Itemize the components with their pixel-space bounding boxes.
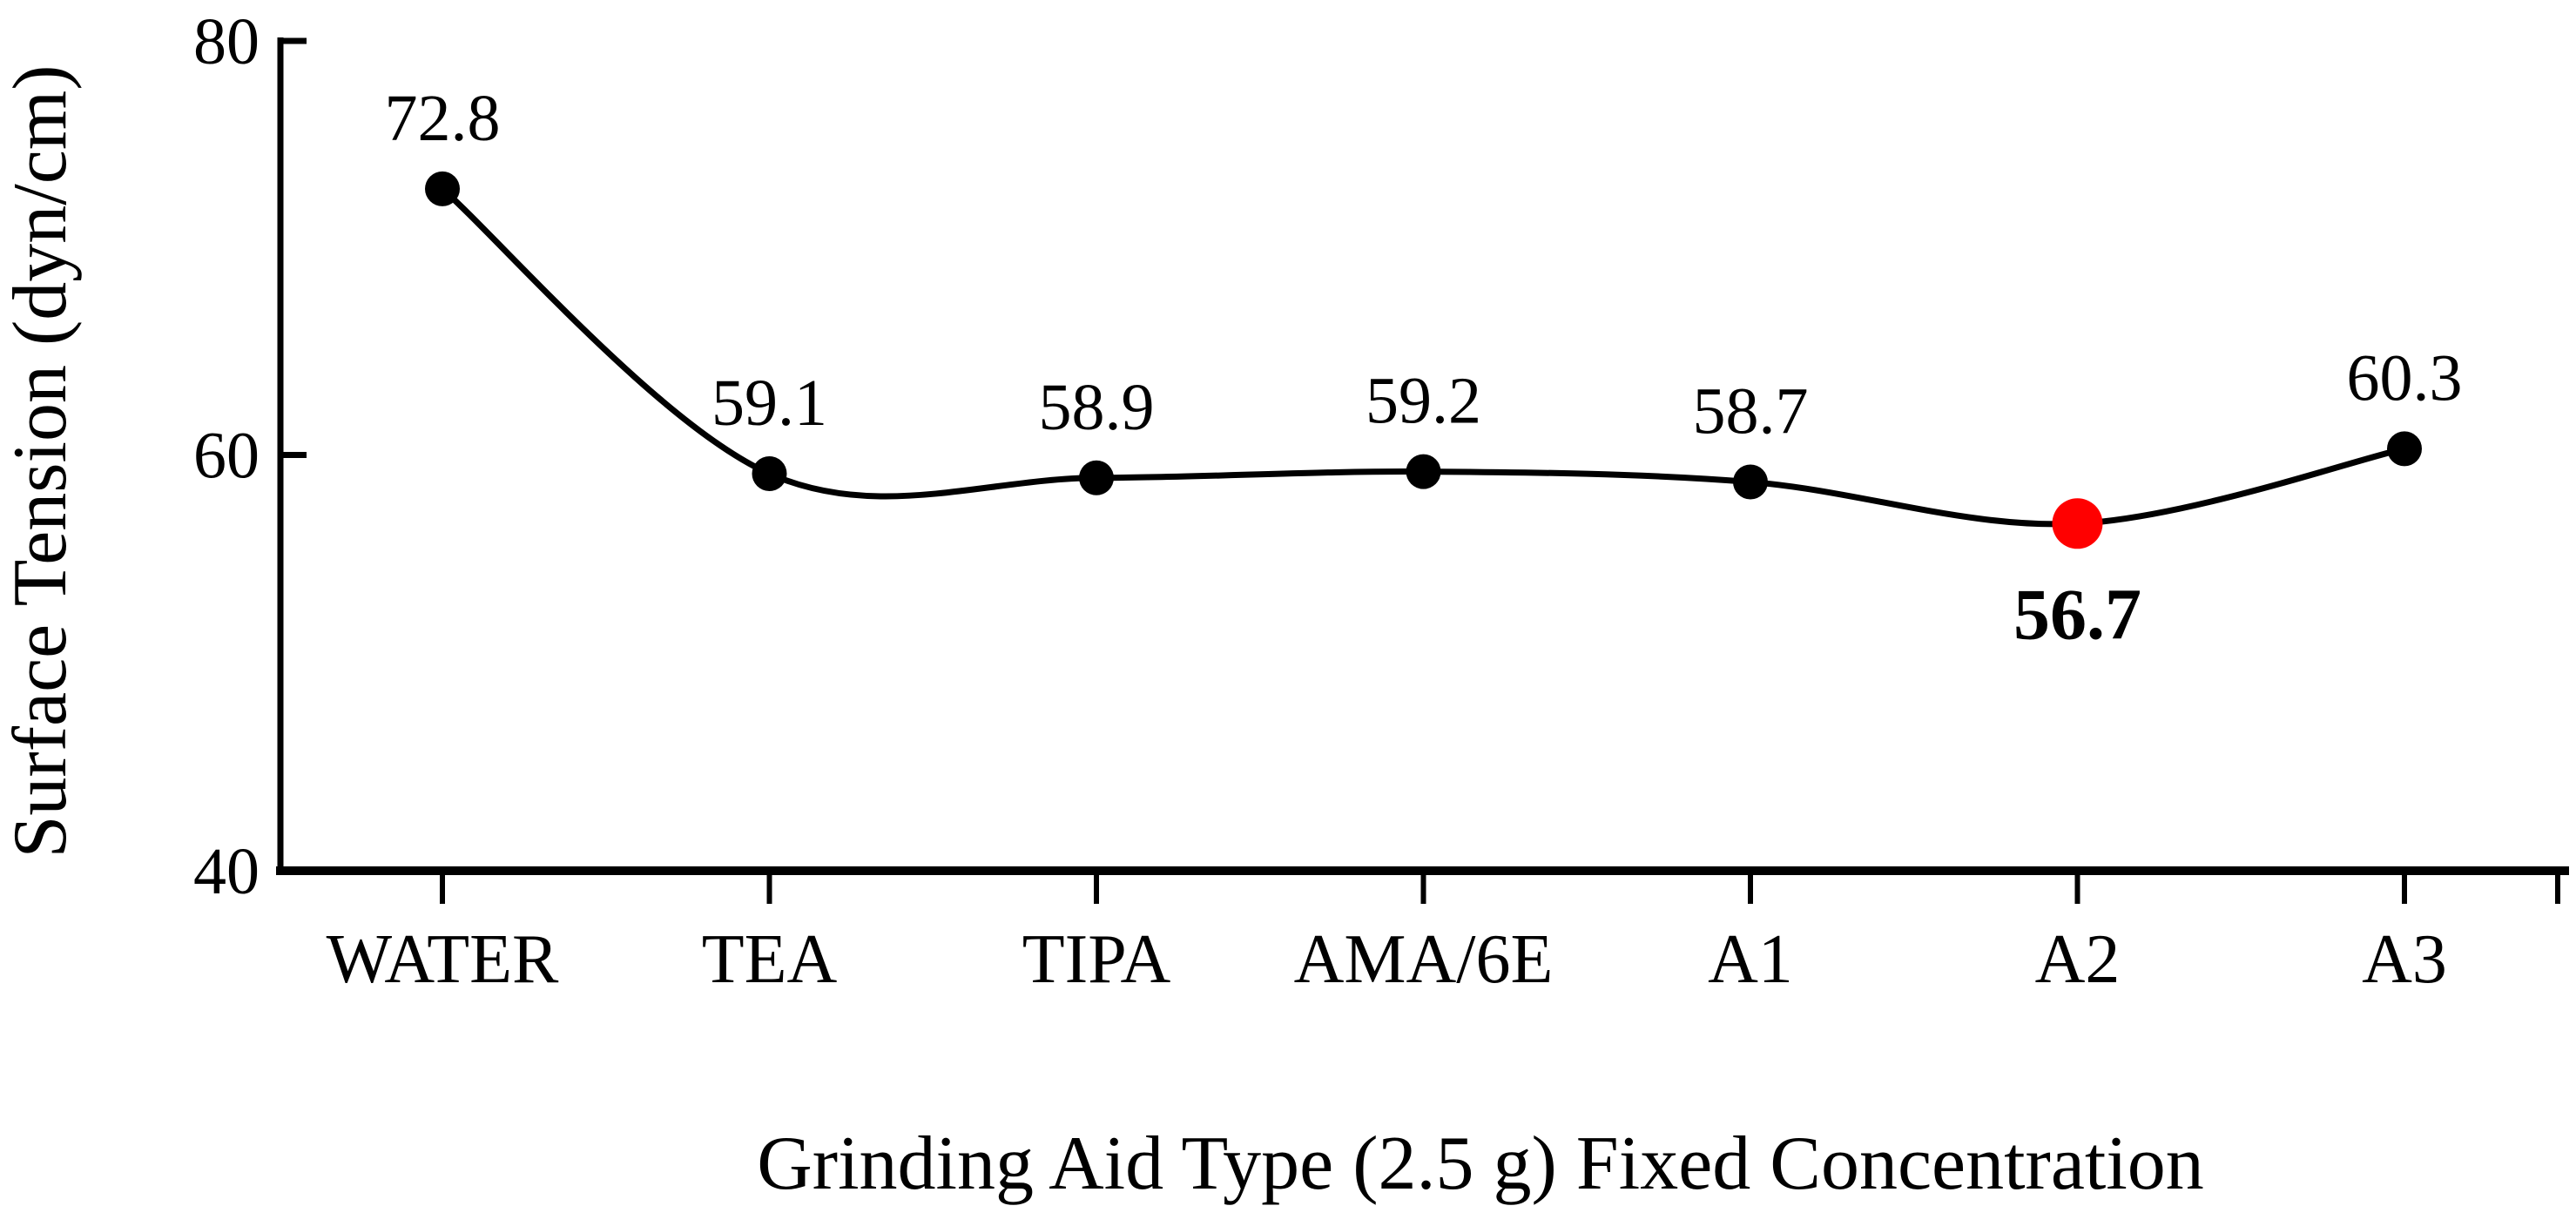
data-point-tea (752, 455, 787, 491)
x-category-label-ama-6e: AMA/6E (1294, 921, 1554, 998)
y-tick-label-40: 40 (193, 835, 260, 908)
x-category-label-water: WATER (327, 921, 559, 998)
data-point-a3 (2387, 431, 2422, 467)
value-label-a1: 58.7 (1693, 375, 1809, 448)
y-tick-label-80: 80 (193, 5, 260, 78)
x-category-label-a1: A1 (1708, 921, 1793, 998)
data-point-water (425, 171, 460, 206)
x-category-label-a2: A2 (2035, 921, 2121, 998)
x-axis-title: Grinding Aid Type (2.5 g) Fixed Concentr… (757, 1122, 2204, 1206)
value-label-tipa: 58.9 (1039, 371, 1155, 444)
value-label-water: 72.8 (385, 82, 501, 155)
x-category-label-tea: TEA (702, 921, 838, 998)
data-point-ama-6e (1406, 454, 1441, 489)
x-category-label-a3: A3 (2362, 921, 2447, 998)
y-axis-title: Surface Tension (dyn/cm) (0, 64, 83, 858)
value-label-tea: 59.1 (711, 367, 827, 440)
value-label-a2: 56.7 (2013, 574, 2141, 655)
data-point-tipa (1079, 460, 1114, 495)
value-label-ama-6e: 59.2 (1366, 365, 1481, 438)
data-point-a2-highlighted (2052, 498, 2103, 549)
value-label-a3: 60.3 (2347, 341, 2463, 414)
x-category-label-tipa: TIPA (1022, 921, 1171, 998)
data-point-a1 (1733, 464, 1768, 500)
plot-area: 40 60 80 WATER TEA TIPA AMA/6E A1 A2 A3 72.8 59.1 58… (193, 5, 2569, 998)
y-tick-label-60: 60 (193, 420, 260, 493)
